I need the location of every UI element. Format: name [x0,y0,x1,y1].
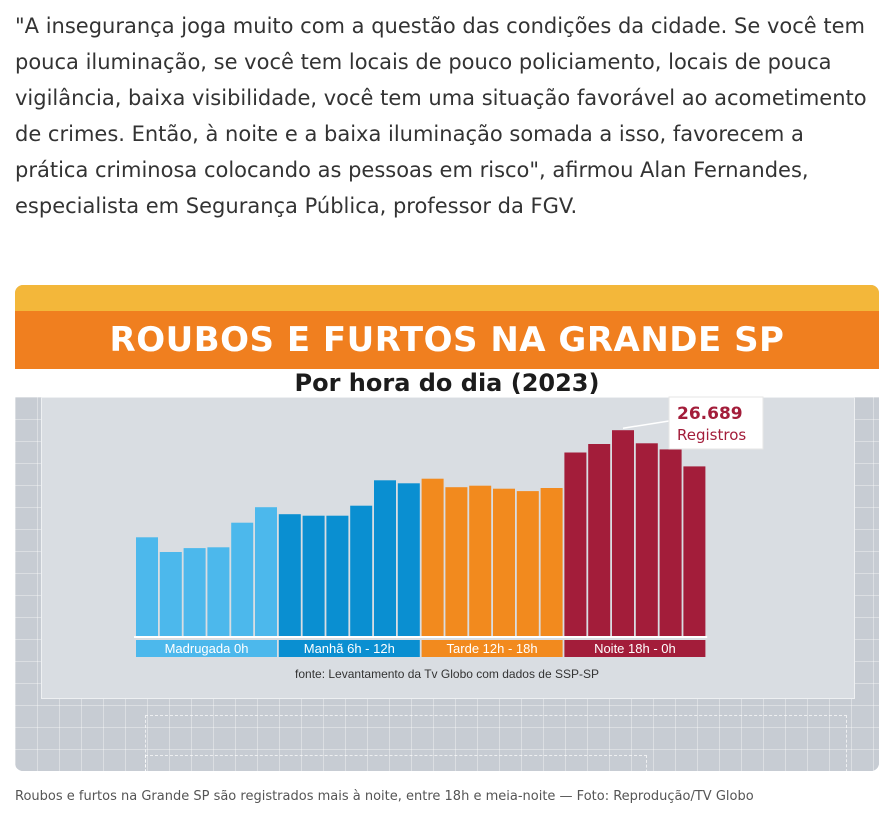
bar-hour-21 [635,443,658,636]
bar-hour-11 [397,483,420,636]
chart-title-band: ROUBOS E FURTOS NA GRANDE SP [15,311,879,369]
chart-image: ROUBOS E FURTOS NA GRANDE SP Por hora do… [15,285,879,771]
bar-hour-9 [350,505,373,636]
bar-hour-15 [493,488,515,636]
bar-chart: Madrugada 0h Manhã 6h - 12h Tarde 12h - 18… [134,396,764,681]
bar-hour-16 [516,491,539,636]
period-label-bar [564,640,706,657]
annotation-unit: Registros [677,426,746,444]
bar-hour-3 [207,547,230,636]
bar-hour-14 [469,485,492,636]
bar-hour-20 [612,430,634,636]
chart-source: fonte: Levantamento da Tv Globo com dado… [295,667,599,681]
period-label: Manhã 6h - 12h [304,641,395,656]
bar-hour-2 [183,548,206,636]
annotation-value: 26.689 [677,404,743,424]
period-label: Tarde 12h - 18h [447,641,538,656]
article-quote: "A insegurança joga muito com a questão … [15,14,867,218]
period-label-bar [136,640,277,657]
chart-title: ROUBOS E FURTOS NA GRANDE SP [109,320,785,360]
image-caption: Roubos e furtos na Grande SP são registr… [15,789,754,804]
bar-hour-19 [588,444,611,636]
bar-hour-8 [326,515,349,636]
period-label: Madrugada 0h [165,641,249,656]
bar-hour-12 [421,478,444,636]
period-label-bar [421,640,563,657]
title-top-band [15,285,879,311]
bar-hour-22 [659,449,682,636]
chart-subtitle: Por hora do dia (2023) [294,369,600,397]
background-dashed-frame [145,755,647,771]
bar-hour-5 [255,507,277,636]
bar-hour-18 [564,452,587,636]
period-label-bar [278,640,420,657]
bar-hour-0 [136,537,158,636]
background-dashed-frame [145,715,847,771]
bar-hour-6 [278,514,301,636]
bar-hour-1 [159,552,182,636]
bar-hour-7 [302,515,325,636]
bar-hour-17 [540,488,563,636]
bar-hour-23 [683,466,706,636]
annotation-box [668,396,764,450]
period-label: Noite 18h - 0h [594,641,676,656]
bar-hour-13 [445,487,468,636]
bar-hour-4 [231,522,254,636]
annotation-leader-line [622,420,670,429]
chart-subtitle-band: Por hora do dia (2023) [15,369,879,397]
bar-hour-10 [374,480,396,636]
